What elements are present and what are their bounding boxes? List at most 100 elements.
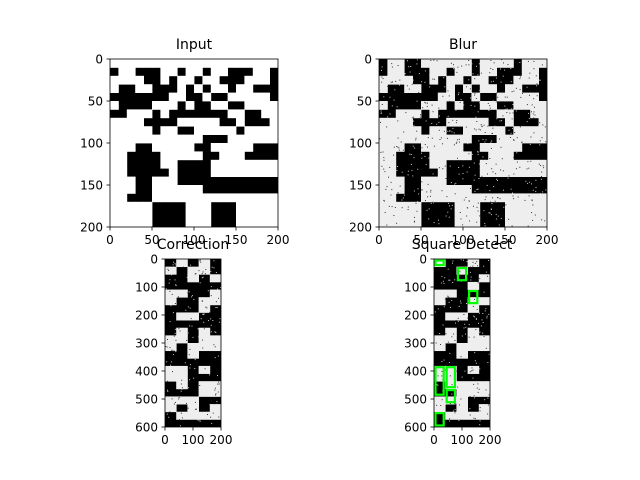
square-detect-cell-white bbox=[456, 388, 468, 397]
blur-noise-speck bbox=[436, 123, 438, 125]
blur-noise-speck bbox=[425, 120, 427, 122]
blur-noise-speck bbox=[386, 186, 388, 188]
square-detect-noise-speck bbox=[455, 403, 457, 405]
blur-noise-speck bbox=[490, 81, 492, 83]
input-cell-white bbox=[227, 92, 237, 102]
blur-noise-speck bbox=[458, 141, 460, 143]
input-cell-white bbox=[269, 59, 279, 68]
correction-noise-speck bbox=[169, 321, 171, 323]
blur-noise-speck bbox=[533, 61, 535, 62]
square-detect-noise-speck bbox=[440, 344, 441, 345]
square-detect-y-tick-label: 100 bbox=[404, 280, 427, 294]
square-detect-noise-speck bbox=[488, 353, 490, 355]
square-detect-noise-speck bbox=[449, 279, 451, 281]
blur-noise-speck bbox=[460, 218, 462, 220]
square-detect-x-tick-label: 100 bbox=[451, 433, 474, 447]
blur-cell-white bbox=[379, 134, 388, 144]
correction-noise-speck bbox=[215, 301, 217, 303]
input-cell-white bbox=[126, 143, 136, 152]
blur-noise-speck bbox=[541, 64, 543, 66]
blur-noise-speck bbox=[458, 173, 460, 175]
blur-noise-speck bbox=[519, 166, 521, 168]
blur-noise-speck bbox=[457, 94, 459, 96]
correction-noise-speck bbox=[194, 359, 196, 361]
correction-y-tick-label: 0 bbox=[150, 252, 158, 266]
blur-noise-speck bbox=[462, 165, 464, 167]
input-cell-white bbox=[152, 134, 161, 144]
blur-cell-white bbox=[437, 151, 447, 161]
blur-noise-speck bbox=[465, 64, 467, 66]
correction-noise-speck bbox=[187, 292, 189, 294]
blur-cell-white bbox=[412, 84, 422, 93]
correction-noise-speck bbox=[199, 282, 201, 284]
input-cell-white bbox=[236, 151, 245, 161]
blur-noise-speck bbox=[438, 107, 440, 109]
blur-noise-speck bbox=[493, 186, 495, 188]
correction-noise-speck bbox=[199, 385, 201, 386]
square-detect-noise-speck bbox=[455, 322, 456, 324]
square-detect-noise-speck bbox=[469, 371, 471, 373]
correction-noise-speck bbox=[173, 350, 175, 352]
blur-noise-speck bbox=[433, 145, 435, 147]
input-cell-white bbox=[118, 201, 128, 211]
blur-noise-speck bbox=[442, 143, 443, 145]
blur-noise-speck bbox=[529, 72, 531, 74]
correction-noise-speck bbox=[174, 303, 176, 304]
square-detect-noise-speck bbox=[485, 308, 487, 310]
input-cell-white bbox=[261, 67, 270, 77]
blur-noise-speck bbox=[497, 96, 499, 98]
blur-noise-speck bbox=[532, 219, 534, 221]
blur-noise-speck bbox=[382, 78, 384, 80]
blur-cell-white bbox=[387, 67, 397, 77]
input-cell-white bbox=[110, 75, 119, 85]
input-cell-white bbox=[210, 67, 220, 77]
correction-noise-speck bbox=[168, 282, 170, 284]
blur-noise-speck bbox=[490, 67, 492, 69]
blur-noise-speck bbox=[404, 73, 406, 75]
blur-noise-speck bbox=[538, 125, 540, 127]
input-cell-white bbox=[252, 218, 262, 228]
correction-noise-speck bbox=[172, 264, 174, 266]
blur-noise-speck bbox=[544, 220, 546, 222]
correction-noise-speck bbox=[207, 290, 209, 292]
blur-noise-speck bbox=[467, 143, 469, 145]
correction-noise-speck bbox=[174, 332, 176, 334]
blur-noise-speck bbox=[452, 127, 454, 129]
blur-noise-speck bbox=[532, 189, 534, 191]
square-detect-noise-speck bbox=[449, 352, 451, 354]
blur-noise-speck bbox=[443, 130, 445, 132]
correction-x-tick-label: 200 bbox=[210, 433, 233, 447]
blur-cell-white bbox=[421, 101, 430, 110]
square-detect-noise-speck bbox=[441, 282, 443, 284]
input-cell-white bbox=[194, 210, 203, 219]
square-detect-cell-white bbox=[478, 388, 491, 397]
correction-noise-speck bbox=[195, 273, 197, 275]
blur-noise-speck bbox=[513, 139, 515, 141]
square-detect-noise-speck bbox=[447, 341, 449, 343]
blur-cell-white bbox=[437, 126, 447, 135]
correction-noise-speck bbox=[178, 397, 180, 398]
square-detect-detected-square bbox=[456, 267, 468, 282]
correction-noise-speck bbox=[174, 279, 176, 281]
blur-cell-white bbox=[521, 159, 531, 169]
blur-noise-speck bbox=[526, 168, 528, 170]
blur-noise-speck bbox=[540, 176, 542, 177]
blur-cell-white bbox=[463, 67, 472, 77]
square-detect-noise-speck bbox=[474, 360, 476, 362]
input-cell-white bbox=[261, 193, 270, 203]
input-cell-white bbox=[236, 134, 245, 144]
input-cell-white bbox=[202, 92, 212, 102]
correction-cell-white bbox=[176, 365, 188, 374]
square-detect-cell-white bbox=[456, 266, 468, 275]
blur-cell-white bbox=[421, 176, 430, 186]
blur-noise-speck bbox=[415, 139, 417, 141]
blur-noise-speck bbox=[514, 132, 516, 133]
correction-noise-speck bbox=[199, 259, 201, 261]
input-cell-white bbox=[244, 101, 254, 110]
input-cell-white bbox=[236, 193, 245, 203]
blur-noise-speck bbox=[542, 165, 544, 167]
blur-cell-white bbox=[505, 134, 514, 144]
square-detect-noise-speck bbox=[443, 359, 445, 361]
square-detect-noise-speck bbox=[468, 324, 470, 326]
blur-noise-speck bbox=[425, 102, 427, 104]
